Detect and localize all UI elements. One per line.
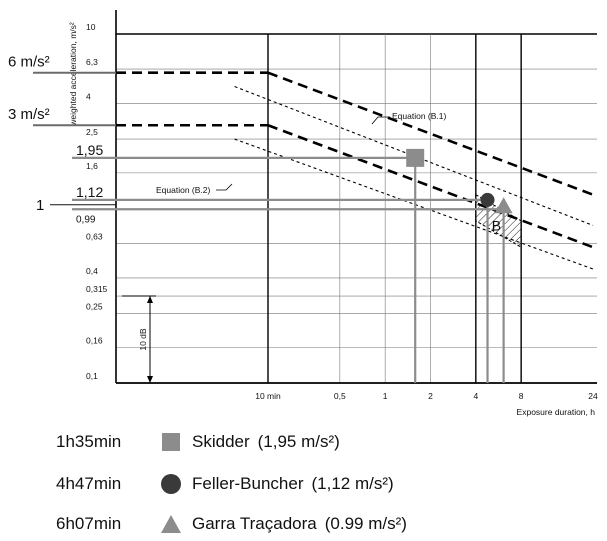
x-tick-label: 4 — [473, 391, 478, 401]
series-label-leader — [371, 116, 390, 125]
y-tick-label: 0,315 — [86, 284, 108, 294]
limit-label-6: 6 m/s² — [8, 54, 50, 71]
garra-tracadora-marker — [494, 197, 513, 214]
y-tick-label: 0,1 — [86, 371, 98, 381]
legend-duration: 6h07min — [56, 514, 122, 533]
legend-label: Skidder — [192, 432, 250, 451]
limit-label-3: 3 m/s² — [8, 106, 50, 123]
legend-item-feller-buncher: 4h47min Feller-Buncher (1,12 m/s²) — [56, 474, 394, 494]
x-tick-label: 10 min — [255, 391, 281, 401]
y-tick-label: 0,16 — [86, 335, 103, 345]
legend-label: Feller-Buncher — [192, 474, 304, 493]
point-value-label: 1,95 — [76, 142, 103, 158]
series-label-b2: Equation (B.2) — [156, 185, 211, 195]
db-annotation: 10 dB — [138, 328, 148, 351]
x-tick-label: 0,5 — [334, 391, 346, 401]
x-tick-label: 2 — [428, 391, 433, 401]
point-value-label: 0,99 — [76, 214, 96, 225]
point-value-label: 1,12 — [76, 184, 103, 200]
triangle-marker-icon — [160, 514, 186, 534]
y-tick-label: 1,6 — [86, 161, 98, 171]
series-label-b1: Equation (B.1) — [392, 111, 447, 121]
y-tick-label: 4 — [86, 91, 91, 101]
db-arrow-bottom — [147, 376, 153, 383]
y-tick-label: 6,3 — [86, 57, 98, 67]
limit-label-1: 1 — [36, 197, 44, 214]
legend-value: (1,95 m/s²) — [257, 432, 340, 451]
x-tick-label: 8 — [519, 391, 524, 401]
series-line — [267, 124, 594, 249]
y-tick-label: 0,25 — [86, 302, 103, 312]
legend-value: (1,12 m/s²) — [311, 474, 394, 493]
y-tick-label: 0,63 — [86, 232, 103, 242]
circle-marker-icon — [160, 474, 186, 494]
feller-buncher-marker — [480, 192, 495, 207]
y-tick-label: 0,4 — [86, 266, 98, 276]
zone-b-label: B — [492, 217, 501, 233]
series-line — [267, 71, 594, 196]
vibration-exposure-chart: 10 6,3 4 2,5 1,6 0,63 0,4 0,315 0,25 0,16 0,1 10 mi… — [8, 10, 598, 417]
legend-item-skidder: 1h35min Skidder (1,95 m/s²) — [56, 432, 340, 452]
skidder-marker — [406, 148, 425, 167]
db-arrow-top — [147, 296, 153, 304]
legend-label: Garra Traçadora — [192, 514, 317, 533]
y-axis-title: weighted acceleration, m/s² — [68, 22, 78, 127]
legend-duration: 4h47min — [56, 474, 122, 493]
square-marker-icon — [160, 432, 186, 452]
x-tick-label: 24 — [588, 391, 598, 401]
legend-duration: 1h35min — [56, 432, 122, 451]
legend-item-garra-tracadora: 6h07min Garra Traçadora (0.99 m/s²) — [56, 514, 407, 534]
x-tick-label: 1 — [383, 391, 388, 401]
legend-value: (0.99 m/s²) — [324, 514, 407, 533]
series-label-leader — [216, 183, 233, 191]
y-tick-label: 10 — [86, 22, 96, 32]
x-axis-title: Exposure duration, h — [517, 407, 596, 417]
y-tick-label: 2,5 — [86, 127, 98, 137]
